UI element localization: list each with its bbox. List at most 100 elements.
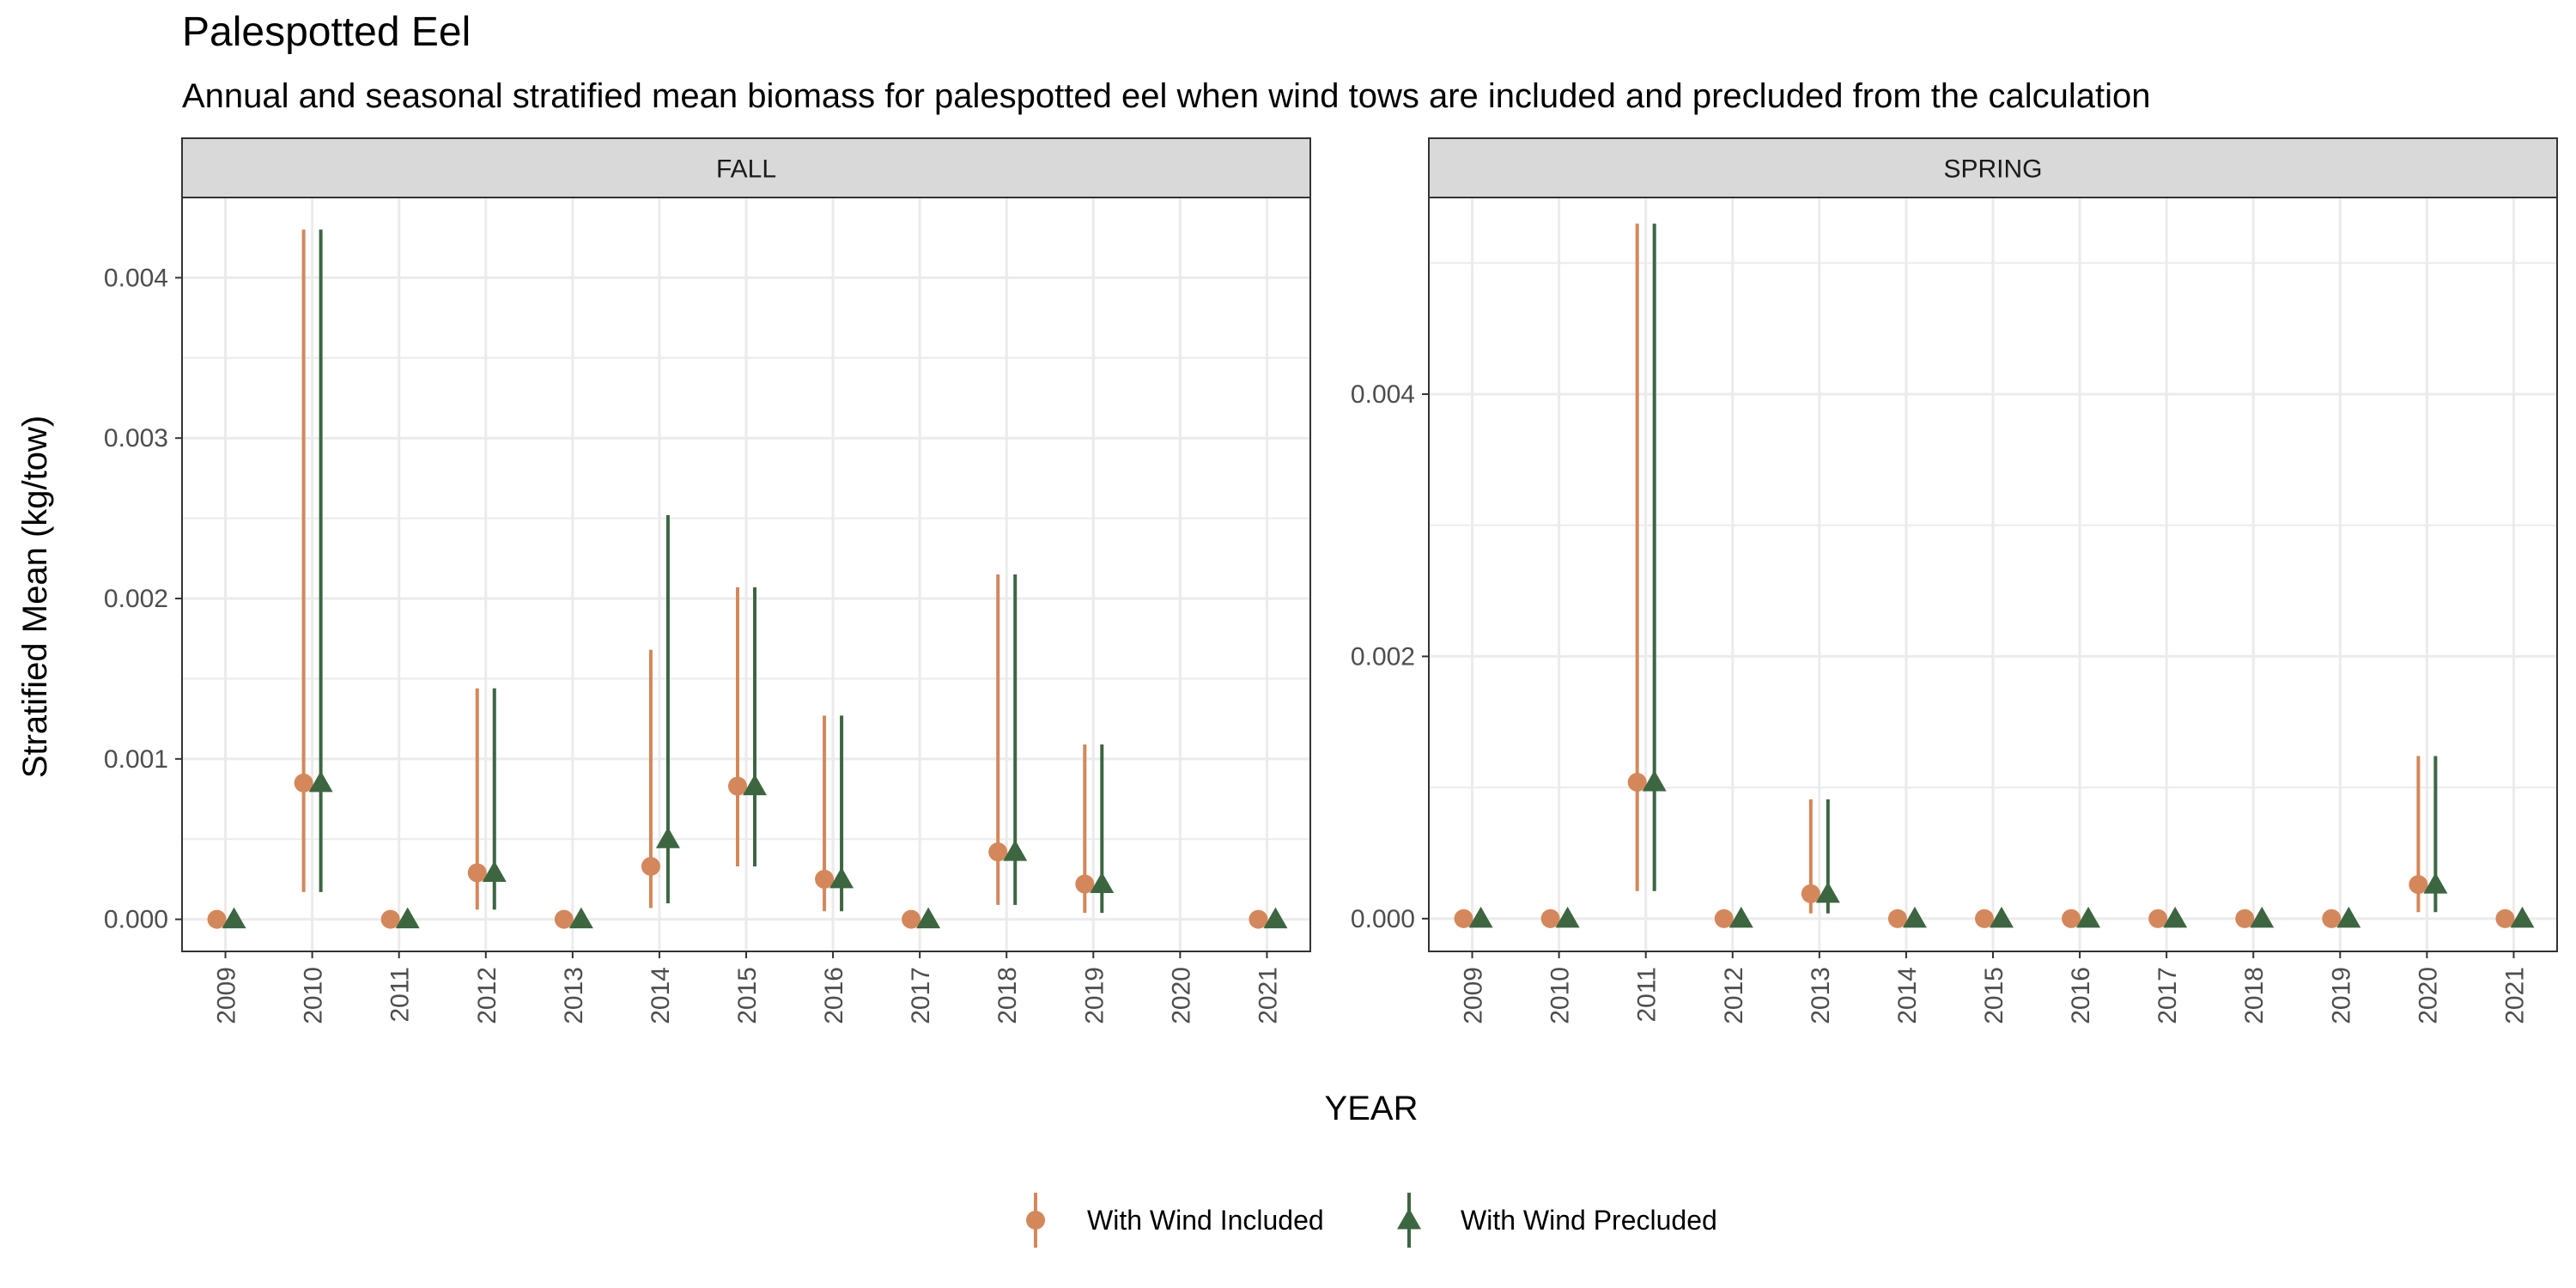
x-tick-label: 2019 [1080, 967, 1109, 1024]
x-tick-label: 2011 [386, 967, 415, 1023]
data-point-included [1975, 908, 1994, 928]
data-point-included [641, 856, 660, 876]
data-point-included [988, 842, 1008, 862]
y-tick-label: 0.000 [104, 906, 168, 934]
data-point-included [2235, 908, 2255, 928]
legend-label: With Wind Included [1087, 1205, 1324, 1236]
data-point-precluded [829, 866, 854, 889]
data-point-precluded [916, 907, 941, 929]
x-tick-label: 2014 [647, 967, 675, 1024]
x-tick-label: 2012 [473, 967, 501, 1024]
data-point-precluded [1555, 906, 1580, 928]
y-tick-label: 0.004 [1351, 380, 1415, 409]
x-tick-label: 2020 [1167, 967, 1195, 1024]
data-point-precluded [2336, 906, 2361, 928]
facet-strip [181, 137, 1311, 198]
data-point-precluded [1468, 906, 1493, 928]
data-point-included [207, 909, 227, 929]
facet-panels: 0.000 0.001 0.002 0.003 0.004 2009 2010 2011 201… [104, 137, 2558, 1024]
x-tick-label: 2012 [1720, 967, 1748, 1024]
x-tick-label: 2018 [993, 967, 1022, 1024]
facet-panel-fall: 0.000 0.001 0.002 0.003 0.004 2009 2010 2011 201… [104, 137, 1311, 1024]
x-tick-label: 2011 [1633, 967, 1662, 1023]
data-point-included [294, 773, 313, 793]
x-tick-label: 2017 [907, 967, 935, 1024]
data-point-precluded [2250, 906, 2275, 928]
data-point-precluded [2510, 906, 2535, 928]
legend-key-circle [1026, 1211, 1045, 1230]
x-tick-label: 2018 [2240, 967, 2269, 1024]
data-point-included [1627, 773, 1647, 793]
y-tick-label: 0.004 [104, 264, 168, 292]
data-point-precluded [1990, 906, 2014, 928]
x-tick-label: 2021 [2500, 967, 2529, 1024]
x-tick-label: 2021 [1254, 967, 1282, 1024]
data-point-precluded [1728, 906, 1753, 928]
y-tick-label: 0.002 [1351, 642, 1415, 671]
x-tick-label: 2010 [300, 967, 328, 1024]
facet-strip [1428, 137, 2558, 198]
y-tick-label: 0.000 [1351, 905, 1415, 933]
x-tick-label: 2009 [213, 967, 241, 1024]
data-point-included [1801, 884, 1820, 903]
data-point-precluded [2076, 906, 2101, 928]
data-point-included [1887, 908, 1907, 928]
x-axis-title: YEAR [1325, 1090, 1419, 1127]
data-point-precluded [1902, 906, 1927, 928]
x-tick-label: 2016 [820, 967, 848, 1024]
data-point-precluded [1815, 881, 1840, 903]
x-tick-label: 2013 [560, 967, 588, 1024]
chart-title: Palespotted Eel [182, 9, 471, 55]
data-point-precluded [482, 860, 507, 882]
data-point-included [554, 909, 574, 929]
data-point-precluded [743, 774, 767, 796]
x-tick-label: 2020 [2414, 967, 2442, 1024]
legend-label: With Wind Precluded [1461, 1205, 1717, 1236]
y-axis-title: Stratified Mean (kg/tow) [16, 416, 54, 778]
data-point-included [1454, 908, 1473, 928]
data-point-included [1540, 908, 1560, 928]
legend-key-triangle [1397, 1208, 1421, 1230]
x-tick-label: 2015 [733, 967, 762, 1024]
data-point-precluded [2423, 872, 2448, 894]
x-tick-label: 2013 [1807, 967, 1835, 1024]
data-point-precluded [1003, 840, 1028, 861]
data-point-included [728, 776, 747, 796]
data-point-included [2409, 875, 2428, 895]
y-tick-label: 0.003 [104, 424, 168, 453]
legend-key-included [1026, 1193, 1045, 1248]
data-point-included [467, 863, 487, 883]
facet-strip-label: FALL [716, 155, 776, 184]
x-tick-label: 2015 [1980, 967, 2008, 1024]
x-tick-label: 2017 [2154, 967, 2182, 1024]
x-tick-label: 2019 [2327, 967, 2355, 1024]
data-point-included [1249, 909, 1268, 929]
legend-key-precluded [1397, 1193, 1421, 1248]
data-point-included [902, 909, 921, 929]
data-point-precluded [568, 907, 593, 929]
x-tick-label: 2014 [1893, 967, 1922, 1024]
facet-panel-spring: 0.000 0.002 0.004 2009 2010 2011 2012 2013 2014 2… [1351, 137, 2558, 1024]
data-point-included [2062, 908, 2081, 928]
chart-subtitle: Annual and seasonal stratified mean biom… [182, 77, 2151, 115]
data-point-precluded [1642, 770, 1667, 792]
x-tick-label: 2016 [2067, 967, 2095, 1024]
data-point-included [380, 909, 400, 929]
y-tick-label: 0.002 [104, 585, 168, 613]
data-point-precluded [308, 770, 333, 793]
facet-strip-label: SPRING [1943, 155, 2042, 184]
legend: With Wind Included With Wind Precluded [1026, 1193, 1717, 1248]
x-tick-label: 2010 [1546, 967, 1575, 1024]
data-point-precluded [1090, 872, 1115, 894]
data-point-included [1075, 874, 1095, 894]
data-point-precluded [2163, 906, 2188, 928]
x-tick-label: 2009 [1460, 967, 1488, 1024]
data-point-included [2148, 908, 2168, 928]
data-point-included [815, 869, 835, 889]
data-point-included [1714, 908, 1734, 928]
data-point-precluded [655, 827, 680, 848]
data-point-precluded [1263, 907, 1288, 929]
data-point-included [2495, 908, 2515, 928]
data-point-precluded [395, 907, 420, 929]
